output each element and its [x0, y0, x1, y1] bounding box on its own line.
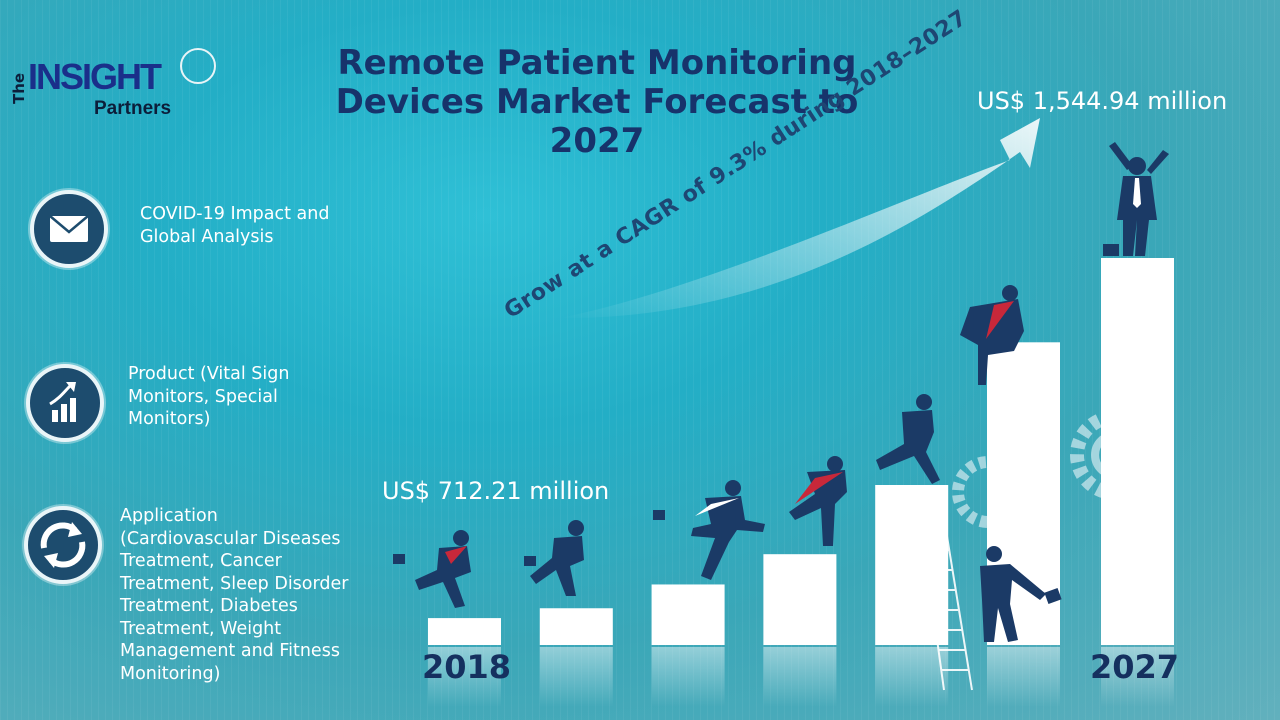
bar-reflection-2 [651, 647, 725, 707]
bar-reflection-1 [539, 647, 613, 707]
bar-reflection-0 [428, 647, 501, 707]
bar-4 [875, 485, 949, 645]
bar-reflection-4 [875, 647, 949, 707]
envelope-icon [30, 190, 108, 268]
logo-ring [180, 48, 216, 84]
end-year-label: 2027 [1090, 648, 1180, 686]
growth-chart-icon [26, 364, 104, 442]
bar-reflection-7 [1101, 647, 1174, 707]
logo-insight: INSIGHT [28, 56, 162, 97]
feature-product-text: Product (Vital Sign Monitors, Special Mo… [128, 364, 290, 429]
bar-7 [1101, 258, 1174, 645]
feature-covid-text: COVID-19 Impact and Global Analysis [140, 204, 330, 247]
businessperson-icon [393, 142, 1169, 642]
bar-reflection-5 [987, 647, 1060, 707]
bar-2 [651, 584, 725, 645]
brand-logo: The INSIGHT Partners [6, 48, 216, 124]
bar-1 [539, 608, 613, 645]
logo-partners: Partners [94, 98, 172, 119]
bar-reflection-3 [763, 647, 837, 707]
bar-0 [428, 618, 501, 645]
start-value-label: US$ 712.21 million [382, 477, 610, 505]
page-title: Remote Patient Monitoring Devices Market… [335, 43, 859, 161]
end-value-label: US$ 1,544.94 million [977, 87, 1228, 115]
feature-application-text: Application (Cardiovascular Diseases Tre… [120, 506, 349, 684]
cycle-arrows-icon [24, 506, 102, 584]
ladder-icon [921, 529, 973, 691]
start-year-label: 2018 [422, 648, 512, 686]
bar-3 [763, 554, 837, 645]
